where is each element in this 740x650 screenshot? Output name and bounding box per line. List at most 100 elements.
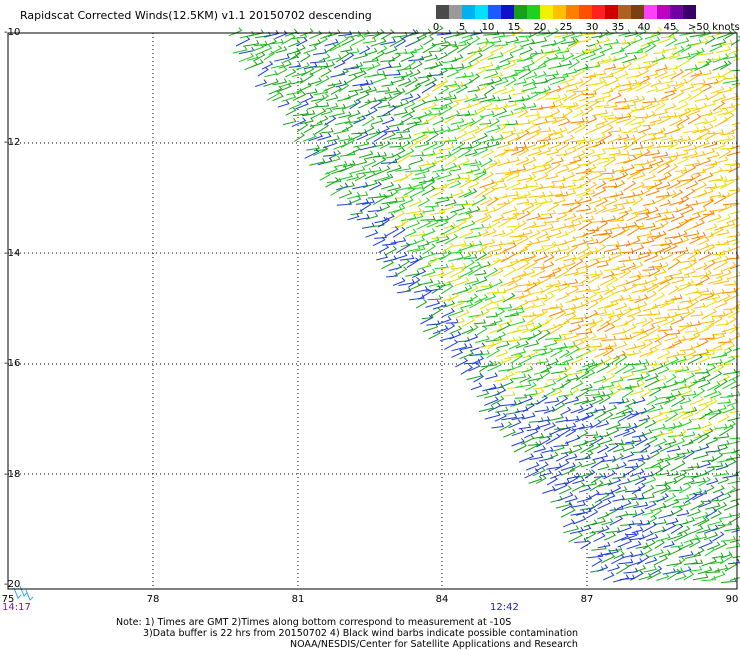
wind-barb (315, 75, 330, 87)
wind-barb (480, 360, 498, 368)
wind-barb (380, 181, 395, 190)
wind-barb (450, 81, 464, 88)
wind-barb (624, 30, 639, 38)
wind-barb (540, 242, 556, 253)
wind-barb (481, 135, 495, 144)
wind-barb (507, 55, 522, 63)
wind-barb (378, 244, 390, 254)
wind-barb (633, 341, 646, 349)
wind-barb (261, 60, 274, 70)
wind-barb (711, 552, 724, 559)
wind-barb (393, 108, 408, 116)
wind-barb (422, 42, 436, 54)
wind-barb (565, 295, 579, 304)
wind-barb (703, 116, 718, 125)
wind-barb (503, 267, 517, 278)
wind-barb (603, 102, 618, 109)
wind-barb (590, 419, 602, 429)
wind-barb (427, 149, 443, 158)
wind-barb (638, 454, 651, 462)
wind-barb (724, 106, 737, 116)
wind-barb (694, 181, 708, 191)
wind-barb (583, 519, 598, 528)
wind-barb (503, 282, 519, 293)
wind-barb (688, 50, 701, 61)
wind-barb (717, 68, 733, 80)
wind-barb (528, 191, 546, 198)
wind-barb (429, 307, 442, 318)
wind-barb (525, 114, 541, 125)
wind-barb (702, 496, 720, 503)
wind-barb (648, 404, 664, 413)
wind-barb (510, 308, 525, 316)
wind-barb (590, 122, 606, 133)
wind-barb (667, 305, 681, 311)
wind-barb (582, 480, 597, 487)
wind-barb (569, 461, 583, 472)
wind-barb (661, 213, 675, 221)
wind-barb (640, 38, 654, 47)
wind-barb (555, 318, 570, 328)
wind-barb (513, 299, 529, 310)
wind-barb (670, 523, 684, 535)
wind-barb (642, 199, 656, 206)
wind-barb (545, 279, 561, 288)
wind-barb (635, 67, 650, 78)
wind-barb (531, 221, 547, 228)
wind-barb (688, 433, 703, 444)
wind-barb (422, 243, 437, 255)
wind-barb (719, 144, 735, 150)
wind-barb (684, 259, 697, 270)
wind-barb (701, 557, 718, 567)
wind-barb (527, 329, 543, 341)
wind-barb (319, 53, 331, 62)
wind-barb (623, 134, 636, 142)
wind-barb (718, 166, 733, 172)
wind-barb (627, 308, 642, 318)
wind-barb (595, 205, 607, 215)
wind-barb (456, 110, 471, 117)
wind-barb (473, 213, 489, 224)
wind-barb (537, 416, 551, 423)
legend-swatch (475, 5, 488, 19)
wind-barb (370, 99, 383, 110)
wind-barb (711, 491, 725, 501)
wind-barb (575, 187, 592, 197)
wind-barb (676, 218, 689, 229)
wind-barb (688, 134, 703, 143)
wind-barb (557, 207, 573, 215)
wind-barb (497, 303, 513, 310)
wind-barb (374, 173, 391, 182)
wind-barb (486, 218, 501, 230)
wind-barb (500, 371, 515, 381)
wind-barb (495, 102, 509, 111)
wind-barb (632, 171, 646, 180)
wind-barb (598, 381, 615, 389)
wind-barb (707, 214, 722, 223)
wind-barb (372, 193, 388, 205)
wind-barb (579, 275, 590, 285)
wind-barb (550, 470, 563, 479)
wind-barb (443, 322, 456, 333)
wind-barb (319, 171, 331, 181)
wind-barb (477, 100, 493, 111)
wind-barb (494, 386, 507, 396)
wind-barb (417, 109, 433, 120)
wind-barb (659, 443, 673, 452)
legend-swatch (605, 5, 618, 19)
wind-barb (303, 62, 318, 70)
wind-barb (542, 485, 556, 494)
wind-barb (641, 282, 656, 293)
wind-barb (433, 78, 449, 88)
map-title: Rapidscat Corrected Winds(12.5KM) v1.1 2… (20, 9, 372, 22)
wind-barb (584, 62, 601, 70)
wind-barb (517, 354, 533, 366)
wind-barb (475, 206, 489, 213)
wind-barb (541, 446, 554, 454)
wind-barb (653, 555, 669, 566)
wind-barb (353, 140, 370, 148)
wind-barb (713, 340, 726, 350)
wind-barb (648, 157, 664, 167)
wind-barb (529, 229, 541, 238)
wind-barb (631, 365, 648, 373)
